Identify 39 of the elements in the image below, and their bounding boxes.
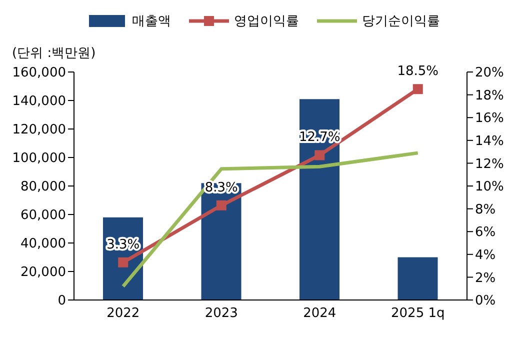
x-tick-label: 2023 xyxy=(204,306,238,322)
data-label: 12.7% xyxy=(298,130,340,146)
y2-tick-label: 12% xyxy=(475,156,504,172)
y2-tick-label: 18% xyxy=(475,88,504,104)
y-tick-label: 100,000 xyxy=(12,151,66,166)
y-tick-label: 40,000 xyxy=(20,236,66,252)
bar xyxy=(398,257,438,300)
y2-tick-label: 20% xyxy=(475,66,504,81)
y-tick-label: 160,000 xyxy=(12,66,66,81)
y2-tick-label: 8% xyxy=(475,202,496,218)
y2-tick-label: 2% xyxy=(475,270,496,286)
data-label: 18.5% xyxy=(397,64,439,80)
y-tick-label: 140,000 xyxy=(12,94,66,110)
legend-label: 매출액 xyxy=(132,13,171,30)
y-tick-label: 80,000 xyxy=(20,180,66,195)
point xyxy=(118,257,128,268)
y2-tick-label: 4% xyxy=(475,248,496,264)
x-tick-label: 2024 xyxy=(303,306,336,322)
y2-tick-label: 0% xyxy=(475,294,496,309)
y-axis-title: (단위 :백만원) xyxy=(12,45,96,62)
y2-tick-label: 14% xyxy=(475,134,504,150)
bar xyxy=(300,99,340,300)
legend-label: 당기순이익률 xyxy=(362,13,440,30)
y-tick-label: 120,000 xyxy=(12,122,66,138)
x-tick-label: 2022 xyxy=(106,306,140,322)
data-label: 3.3% xyxy=(106,237,140,252)
point xyxy=(216,200,226,210)
point xyxy=(314,150,325,160)
data-label: 8.3% xyxy=(204,180,238,196)
y-tick-label: 60,000 xyxy=(20,208,66,224)
y-tick-label: 20,000 xyxy=(20,265,66,280)
y2-tick-label: 16% xyxy=(475,111,504,126)
x-tick-label: 2025 1q xyxy=(391,306,445,322)
legend-label: 영업이익률 xyxy=(234,13,299,30)
point xyxy=(412,84,423,94)
y-tick-label: 0 xyxy=(58,294,66,309)
bar xyxy=(201,183,242,300)
y2-tick-label: 10% xyxy=(475,180,504,195)
y2-tick-label: 6% xyxy=(475,225,496,240)
